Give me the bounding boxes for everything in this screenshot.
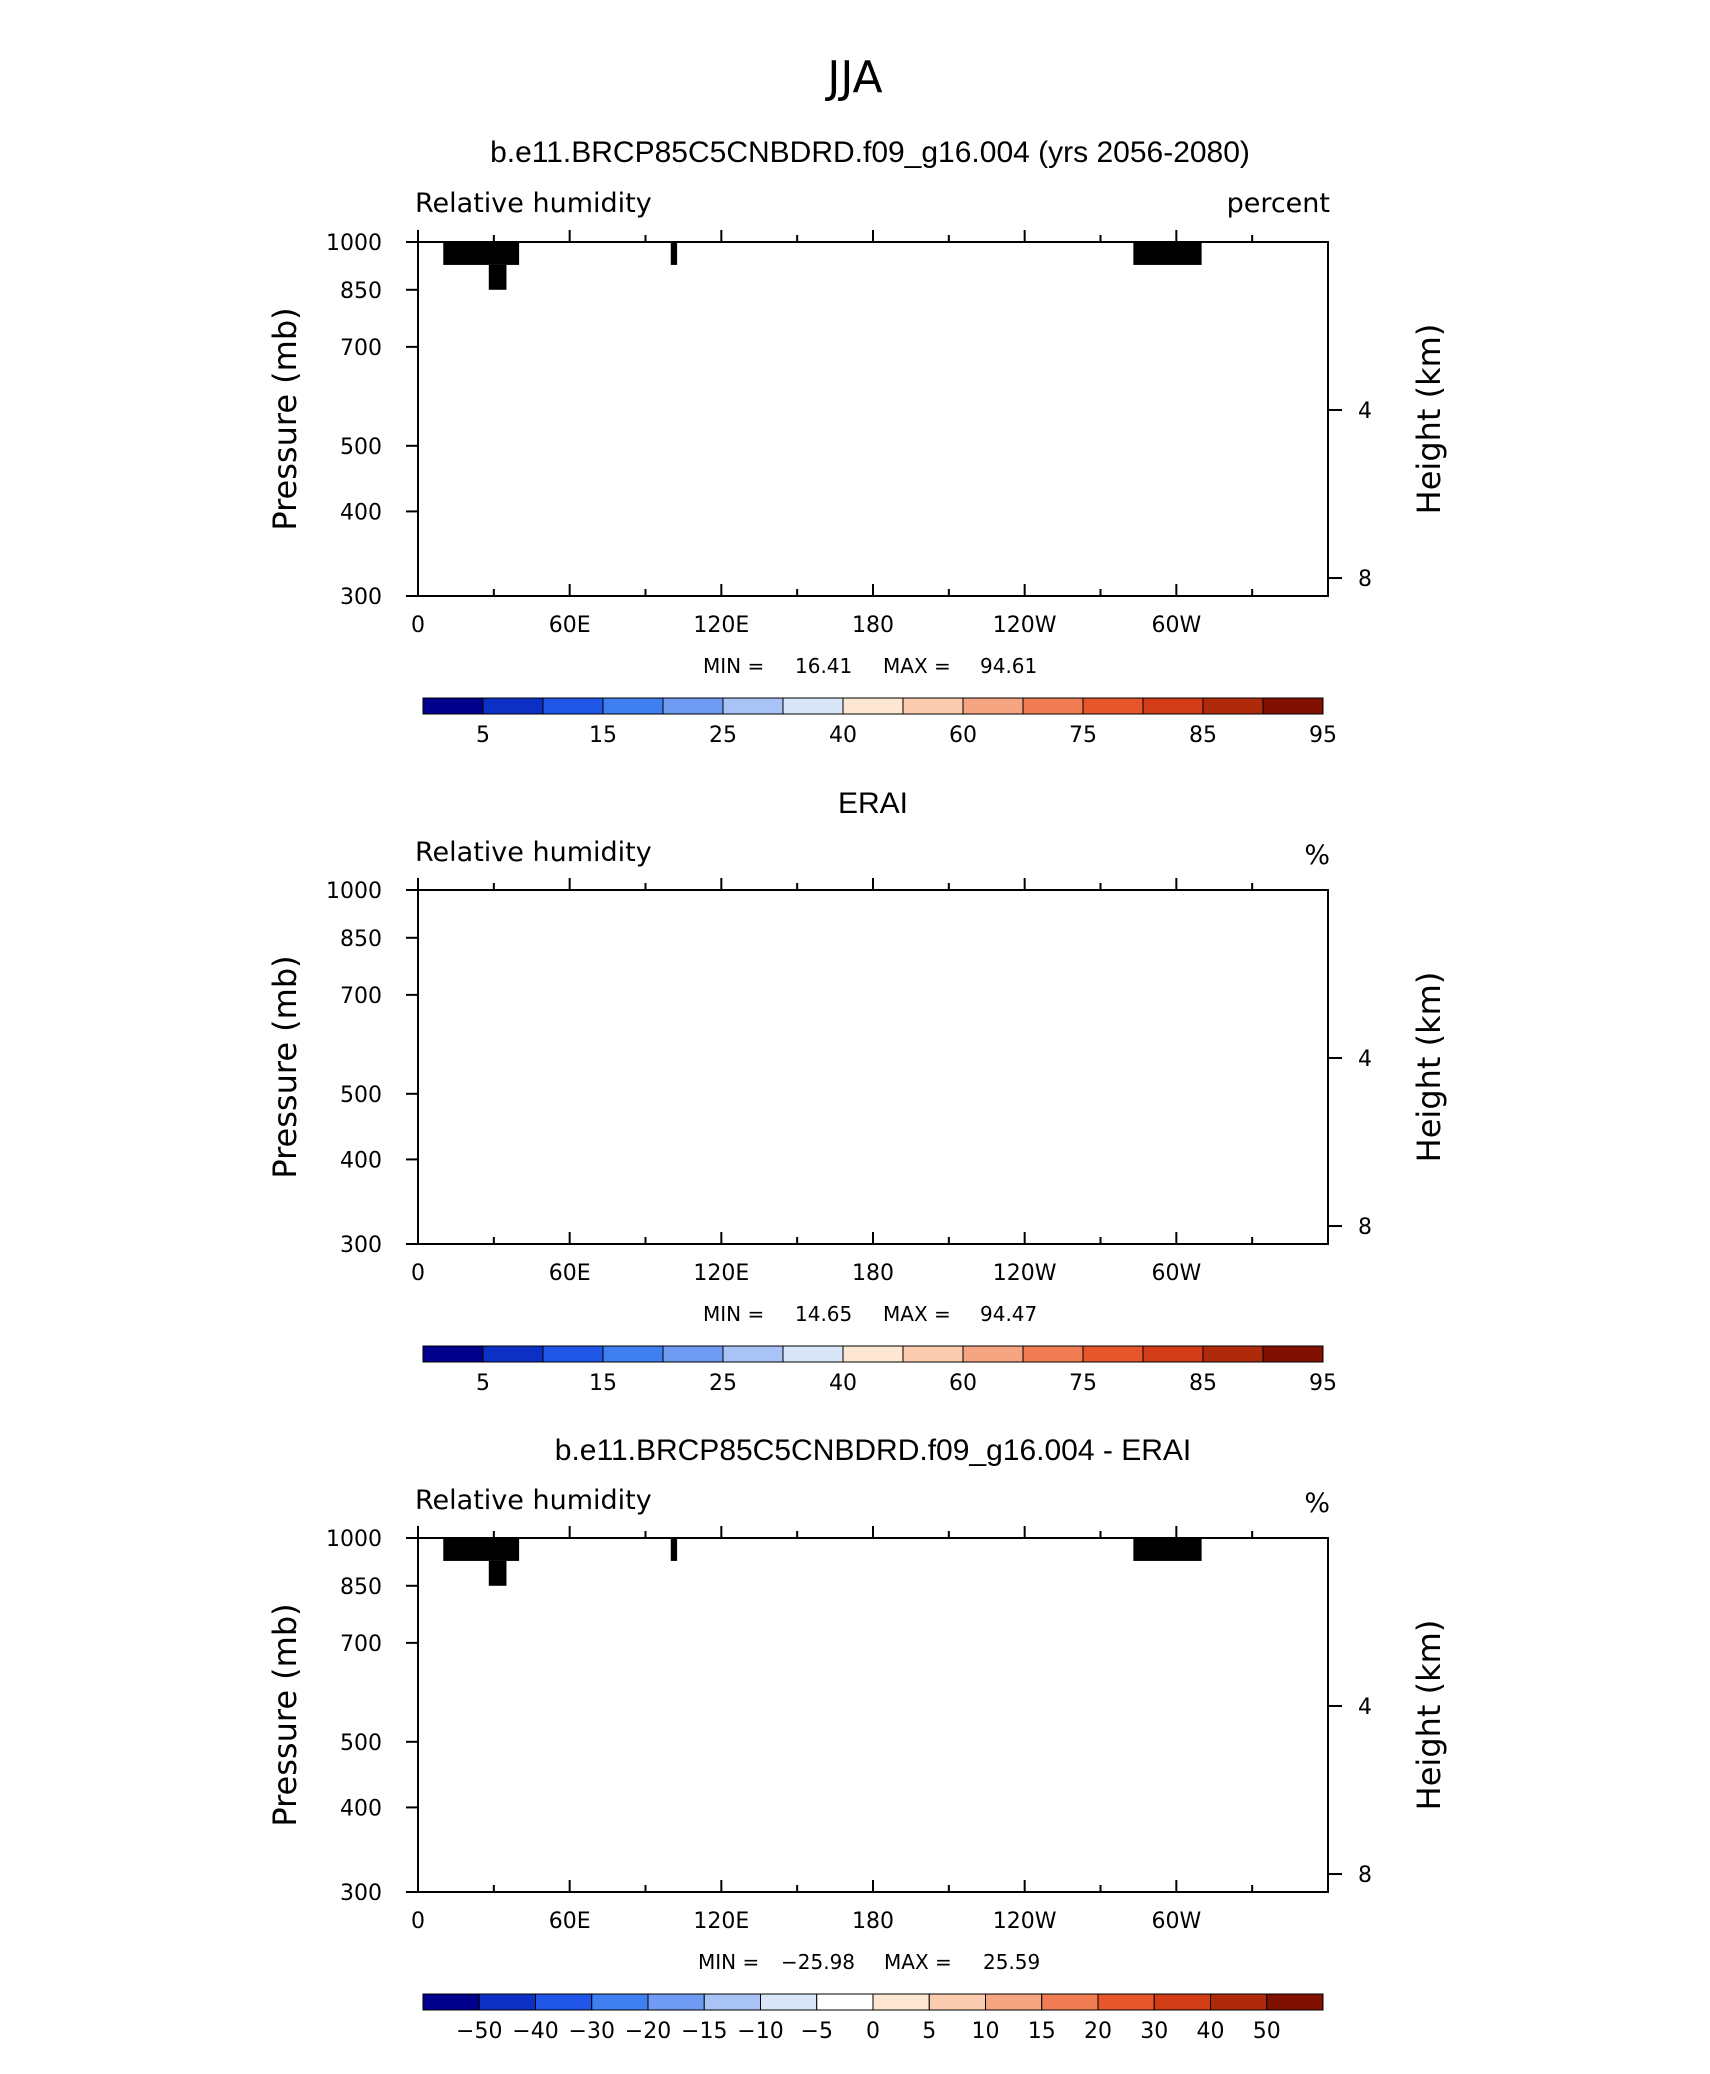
units-label: percent [1227,188,1330,219]
figure-title: JJA [824,52,882,103]
max-label: MAX = [883,654,951,678]
variable-label: Relative humidity [415,188,652,219]
panel-title: b.e11.BRCP85C5CNBDRD.f09_g16.004 (yrs 20… [490,136,1250,169]
panel-model: b.e11.BRCP85C5CNBDRD.f09_g16.004 (yrs 20… [266,136,1448,748]
min-value: 16.41 [795,654,852,678]
max-value: 94.61 [980,654,1037,678]
min-label: MIN = [703,654,764,678]
